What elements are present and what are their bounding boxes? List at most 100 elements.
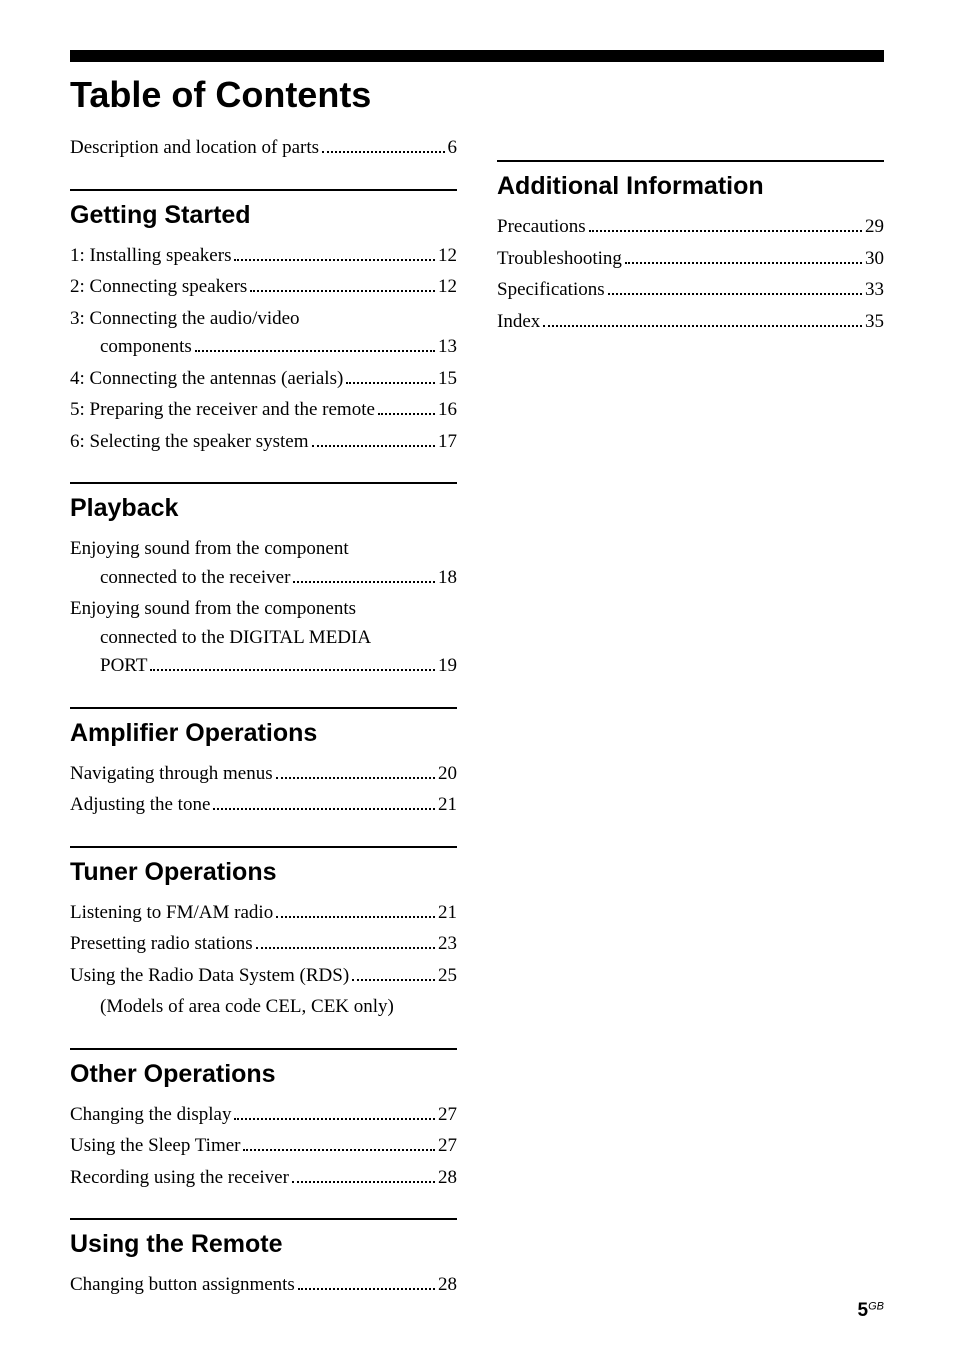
toc-entry: PORT 19 (70, 652, 457, 681)
toc-page: 13 (438, 333, 457, 362)
content-columns: Description and location of parts 6 Gett… (70, 134, 884, 1303)
toc-text: Precautions (497, 213, 586, 242)
toc-entry: Adjusting the tone21 (70, 791, 457, 820)
toc-entry: Presetting radio stations 23 (70, 930, 457, 959)
toc-page: 25 (438, 962, 457, 991)
toc-text: connected to the receiver (100, 564, 290, 593)
toc-page: 23 (438, 930, 457, 959)
section-divider (70, 846, 457, 848)
dot-leader (298, 1288, 435, 1290)
dot-leader (543, 325, 862, 327)
dot-leader (293, 581, 435, 583)
toc-entry: Navigating through menus 20 (70, 760, 457, 789)
toc-page: 28 (438, 1164, 457, 1193)
toc-text: Specifications (497, 276, 605, 305)
section-heading: Using the Remote (70, 1230, 457, 1259)
toc-page: 16 (438, 396, 457, 425)
section-heading: Other Operations (70, 1060, 457, 1089)
footer-suffix: GB (868, 1301, 884, 1313)
toc-entry: Index 35 (497, 308, 884, 337)
section-heading: Additional Information (497, 172, 884, 201)
toc-entry: Listening to FM/AM radio 21 (70, 899, 457, 928)
toc-text: Troubleshooting (497, 245, 622, 274)
toc-text: Recording using the receiver (70, 1164, 289, 1193)
dot-leader (243, 1149, 435, 1151)
left-column: Description and location of parts 6 Gett… (70, 134, 457, 1303)
toc-text: Adjusting the tone (70, 791, 210, 820)
dot-leader (150, 669, 435, 671)
page-title: Table of Contents (70, 74, 884, 116)
toc-text: 2: Connecting speakers (70, 273, 247, 302)
toc-entry: 6: Selecting the speaker system17 (70, 428, 457, 457)
toc-page: 20 (438, 760, 457, 789)
toc-text: Listening to FM/AM radio (70, 899, 273, 928)
section-heading: Tuner Operations (70, 858, 457, 887)
top-thick-bar (70, 50, 884, 62)
toc-page: 30 (865, 245, 884, 274)
toc-text-line2: connected to the DIGITAL MEDIA (70, 624, 457, 653)
toc-page: 12 (438, 242, 457, 271)
toc-entry: connected to the receiver18 (70, 564, 457, 593)
dot-leader (608, 293, 862, 295)
section-divider (497, 160, 884, 162)
dot-leader (276, 916, 435, 918)
section-heading: Playback (70, 494, 457, 523)
toc-page: 6 (448, 134, 458, 163)
section-heading: Getting Started (70, 201, 457, 230)
toc-entry: 4: Connecting the antennas (aerials)15 (70, 365, 457, 394)
toc-text: Navigating through menus (70, 760, 273, 789)
toc-text: Changing the display (70, 1101, 231, 1130)
toc-entry: 2: Connecting speakers 12 (70, 273, 457, 302)
page-footer: 5GB (858, 1300, 884, 1322)
dot-leader (276, 777, 435, 779)
section-divider (70, 1048, 457, 1050)
toc-page: 19 (438, 652, 457, 681)
footer-page-number: 5 (858, 1300, 869, 1321)
toc-entry: Using the Sleep Timer 27 (70, 1132, 457, 1161)
toc-page: 29 (865, 213, 884, 242)
toc-entry: 1: Installing speakers12 (70, 242, 457, 271)
toc-entry: Changing button assignments28 (70, 1271, 457, 1300)
toc-text: Index (497, 308, 540, 337)
toc-entry: Recording using the receiver 28 (70, 1164, 457, 1193)
toc-entry: Using the Radio Data System (RDS)25 (70, 962, 457, 991)
toc-text: Using the Sleep Timer (70, 1132, 240, 1161)
toc-text-line1: Enjoying sound from the components (70, 595, 457, 624)
toc-text-line1: 3: Connecting the audio/video (70, 305, 457, 334)
toc-entry: Precautions 29 (497, 213, 884, 242)
dot-leader (625, 262, 862, 264)
toc-text: PORT (100, 652, 147, 681)
section-heading: Amplifier Operations (70, 719, 457, 748)
toc-entry: 5: Preparing the receiver and the remote… (70, 396, 457, 425)
toc-text: components (100, 333, 192, 362)
toc-page: 28 (438, 1271, 457, 1300)
dot-leader (322, 151, 444, 153)
section-divider (70, 482, 457, 484)
dot-leader (352, 979, 435, 981)
toc-page: 15 (438, 365, 457, 394)
section-divider (70, 1218, 457, 1220)
toc-entry: Troubleshooting 30 (497, 245, 884, 274)
dot-leader (312, 445, 436, 447)
dot-leader (234, 259, 435, 261)
toc-text-line1: Enjoying sound from the component (70, 535, 457, 564)
dot-leader (195, 350, 435, 352)
toc-page: 27 (438, 1101, 457, 1130)
toc-entry: components 13 (70, 333, 457, 362)
dot-leader (589, 230, 862, 232)
dot-leader (292, 1181, 435, 1183)
dot-leader (256, 947, 435, 949)
toc-entry: Changing the display 27 (70, 1101, 457, 1130)
dot-leader (234, 1118, 435, 1120)
toc-page: 35 (865, 308, 884, 337)
toc-page: 27 (438, 1132, 457, 1161)
dot-leader (346, 382, 435, 384)
toc-page: 17 (438, 428, 457, 457)
toc-page: 12 (438, 273, 457, 302)
toc-page: 33 (865, 276, 884, 305)
right-column: Additional Information Precautions 29 Troub… (497, 134, 884, 1303)
toc-text: Presetting radio stations (70, 930, 253, 959)
section-divider (70, 707, 457, 709)
dot-leader (213, 808, 435, 810)
toc-page: 21 (438, 899, 457, 928)
